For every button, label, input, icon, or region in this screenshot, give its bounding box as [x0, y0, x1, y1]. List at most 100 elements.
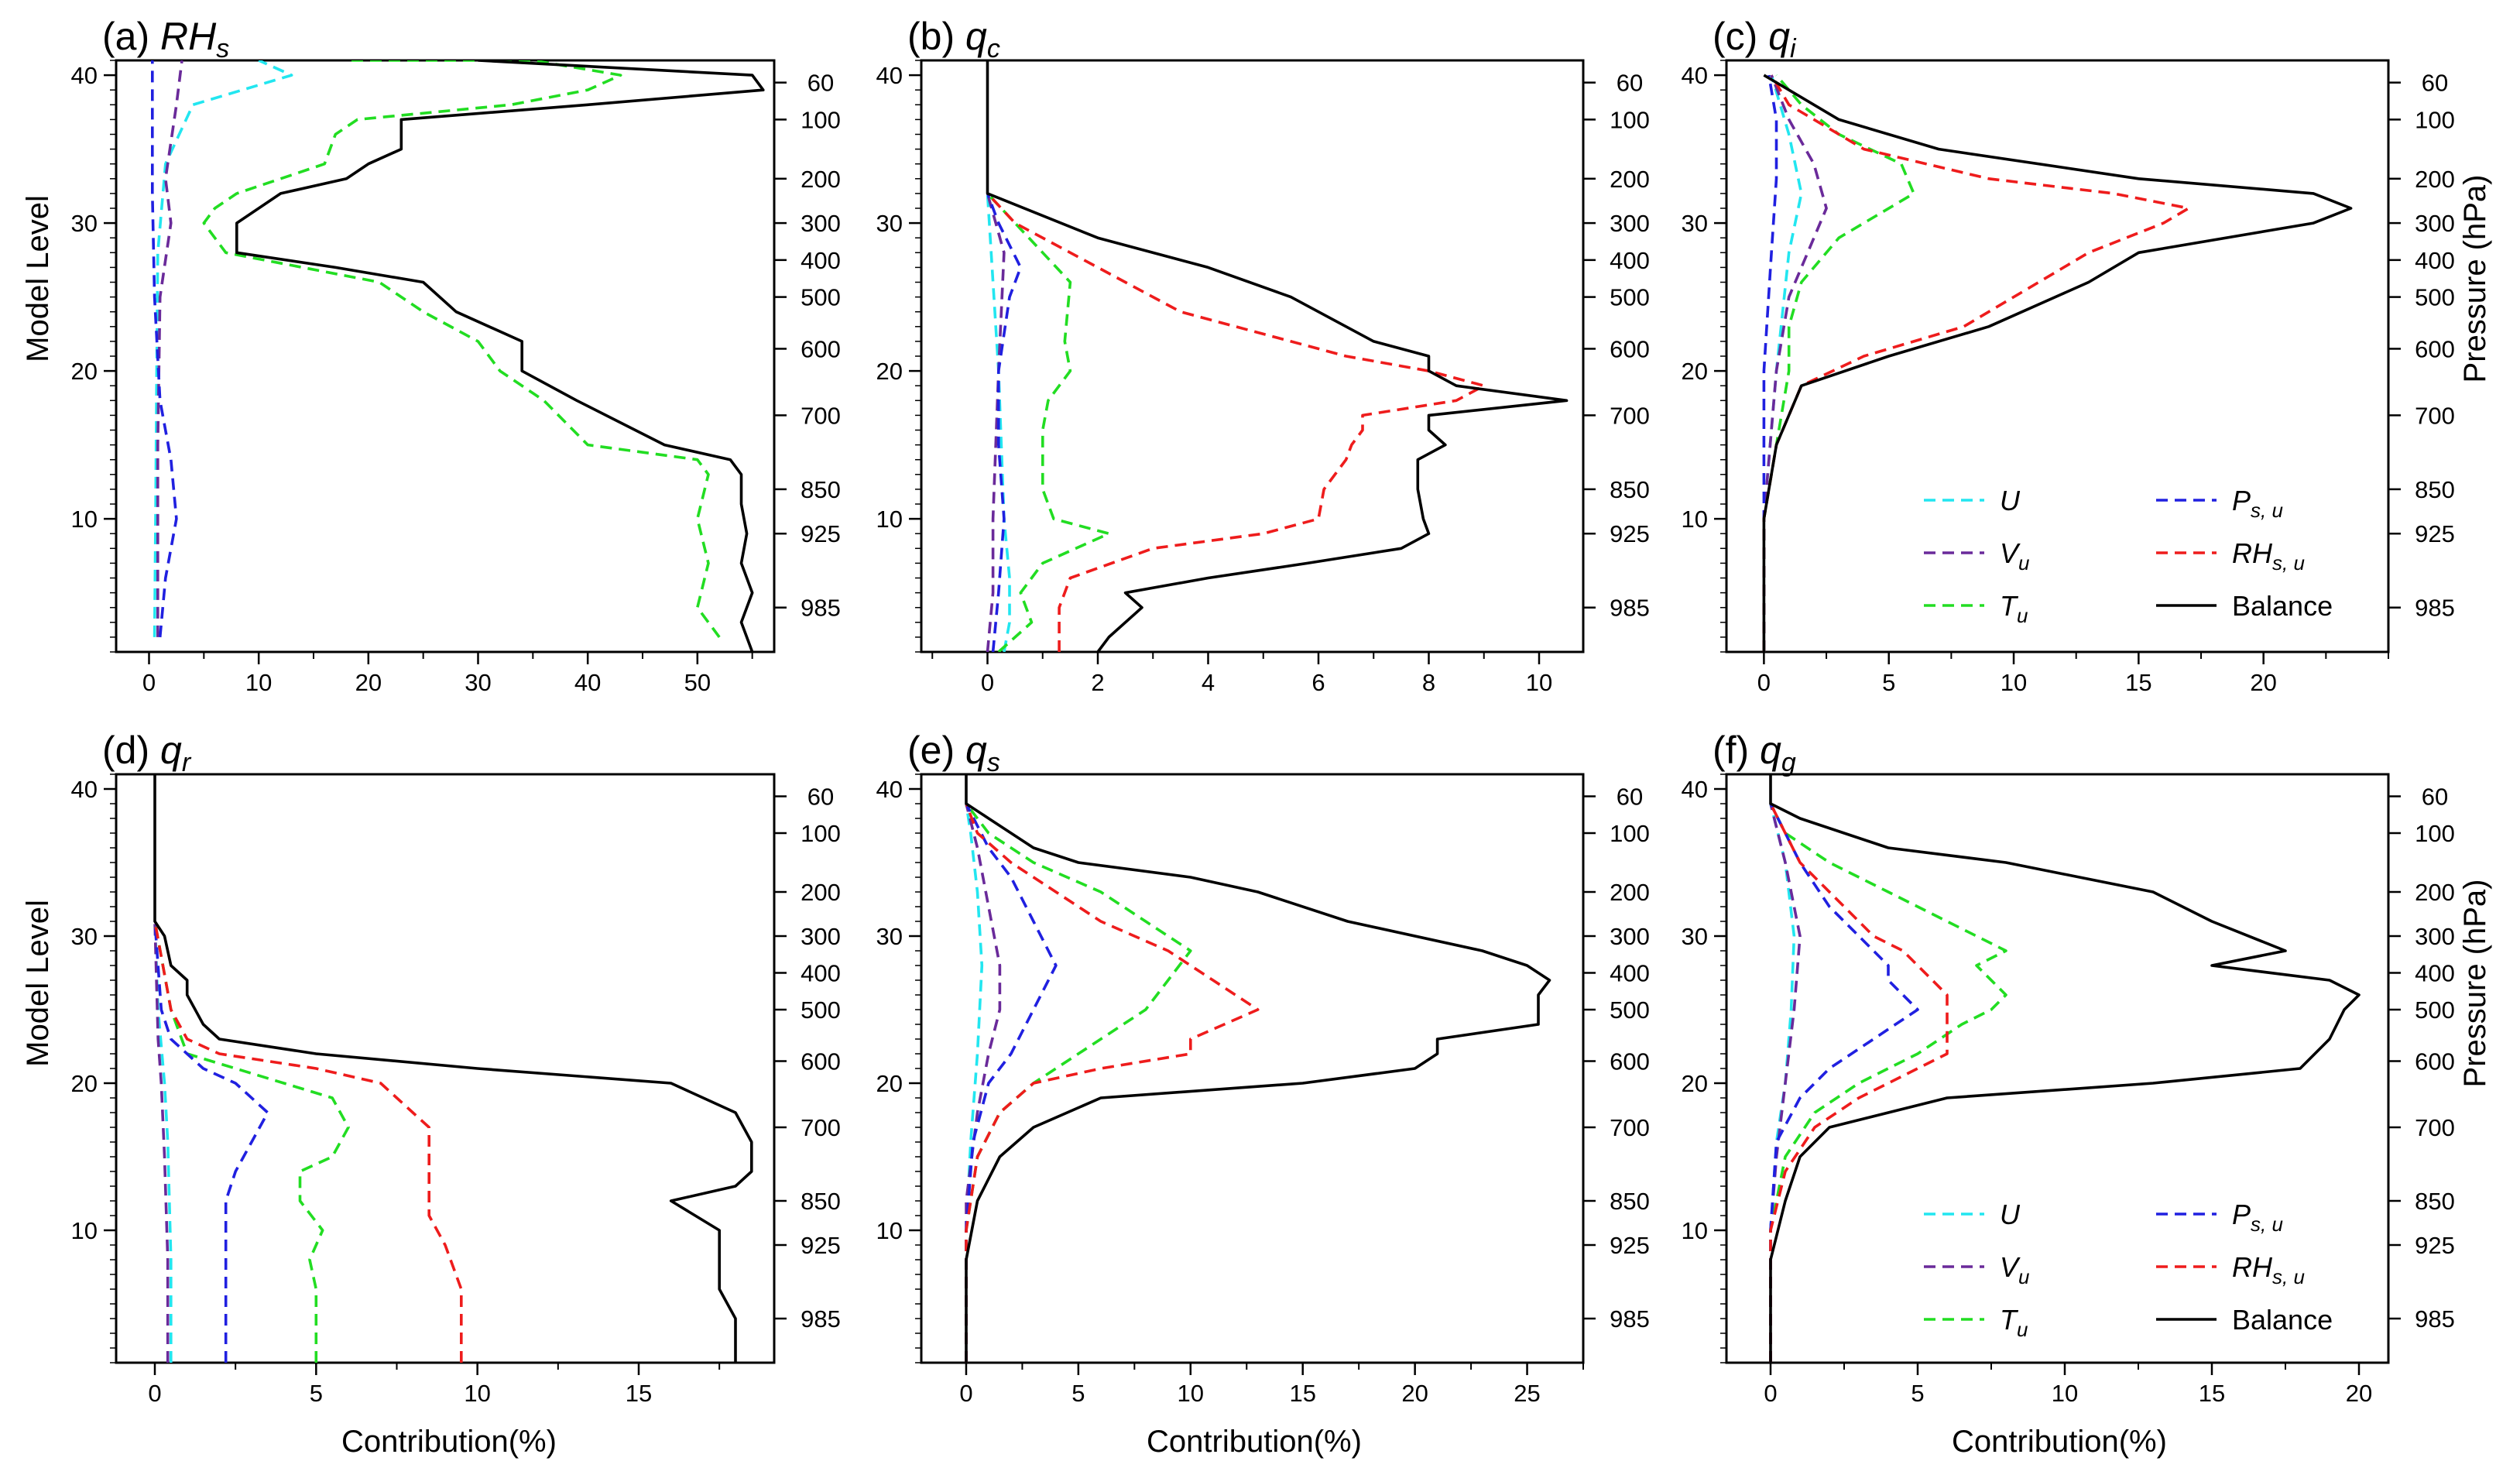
- legend-item: RHs, u: [2156, 537, 2305, 575]
- pressure-tick-label: 300: [1610, 923, 1650, 950]
- pressure-tick-label: 300: [1610, 210, 1650, 237]
- plot-frame: [115, 59, 776, 653]
- x-tick-label: 6: [1311, 669, 1325, 696]
- legend-item: Ps, u: [2156, 1199, 2283, 1236]
- legend-label: Balance: [2232, 1304, 2333, 1336]
- pressure-tick-label: 300: [2415, 923, 2455, 950]
- pressure-tick-label: 985: [801, 1305, 841, 1333]
- model-level-tick-label: 10: [876, 1217, 903, 1244]
- x-tick-label: 20: [1401, 1380, 1428, 1407]
- pressure-tick-label: 100: [1610, 106, 1650, 133]
- pressure-tick-label: 60: [2422, 784, 2448, 811]
- pressure-tick-label: 500: [801, 284, 841, 311]
- model-level-tick-label: 10: [71, 1217, 98, 1244]
- pressure-tick-label: 300: [2415, 210, 2455, 237]
- series-line-t-u: [153, 921, 350, 1363]
- series-line-p-s-u: [986, 193, 1023, 652]
- legend-item: Balance: [2156, 1304, 2333, 1336]
- x-tick-label: 15: [2125, 669, 2151, 696]
- pressure-tick-label: 400: [2415, 247, 2455, 274]
- x-tick-label: 5: [310, 1380, 323, 1407]
- legend-label: Balance: [2232, 590, 2333, 622]
- pressure-tick-label: 100: [2415, 106, 2455, 133]
- series-line-p-s-u: [1762, 74, 1778, 652]
- legend-item: RHs, u: [2156, 1251, 2305, 1288]
- legend-label: U: [2000, 1199, 2021, 1230]
- series-line-v-u: [156, 60, 183, 637]
- pressure-tick-label: 200: [1610, 879, 1650, 906]
- model-level-tick-label: 20: [71, 358, 98, 385]
- model-level-tick-label: 40: [71, 776, 98, 803]
- panel-a: 0 10 20 30 40 50 10 20 30 40 60 100 200 300 400 500 600 7…: [71, 15, 841, 696]
- model-level-tick-label: 10: [71, 506, 98, 533]
- legend-label: Tu: [2000, 1304, 2028, 1341]
- series-line-u: [1762, 74, 1803, 652]
- pressure-tick-label: 300: [801, 210, 841, 237]
- model-level-tick-label: 30: [71, 210, 98, 237]
- pressure-tick-label: 700: [1610, 1114, 1650, 1141]
- panel-title: (b) qc: [907, 15, 1000, 63]
- legend-item: U: [1924, 485, 2021, 516]
- model-level-tick-label: 40: [876, 776, 903, 803]
- pressure-tick-label: 400: [801, 960, 841, 987]
- x-tick-label: 40: [574, 669, 601, 696]
- pressure-tick-label: 300: [801, 923, 841, 950]
- model-level-tick-label: 20: [1682, 1070, 1708, 1097]
- model-level-tick-label: 30: [1682, 210, 1708, 237]
- legend-label: Tu: [2000, 590, 2028, 627]
- legend-item: U: [1924, 1199, 2021, 1230]
- model-level-tick-label: 40: [1682, 62, 1708, 89]
- model-level-tick-label: 20: [1682, 358, 1708, 385]
- pressure-tick-label: 100: [2415, 820, 2455, 847]
- series-line-v-u: [1769, 803, 1802, 1363]
- x-tick-label: 0: [142, 669, 156, 696]
- series-line-u: [965, 803, 984, 1363]
- pressure-tick-label: 600: [2415, 1048, 2455, 1075]
- series-line-rh-s-u: [965, 803, 1260, 1363]
- x-tick-label: 4: [1202, 669, 1215, 696]
- x-tick-label: 10: [245, 669, 272, 696]
- series-line-v-u: [1762, 74, 1828, 652]
- series-line-t-u: [965, 802, 1192, 1363]
- left-ylabel-top: Model Level: [21, 195, 55, 362]
- panel-title: (a) RHs: [102, 15, 229, 63]
- x-tick-label: 25: [1514, 1380, 1540, 1407]
- series-line-u: [1769, 803, 1796, 1363]
- left-ylabel-bottom: Model Level: [21, 900, 55, 1067]
- pressure-tick-label: 925: [801, 520, 841, 547]
- pressure-tick-label: 925: [2415, 520, 2455, 547]
- legend-label: U: [2000, 485, 2021, 516]
- pressure-tick-label: 400: [1610, 960, 1650, 987]
- pressure-tick-label: 500: [2415, 996, 2455, 1024]
- panel-title: (d) qr: [102, 729, 192, 777]
- pressure-tick-label: 500: [1610, 284, 1650, 311]
- model-level-tick-label: 10: [1682, 1217, 1708, 1244]
- x-tick-label: 20: [2250, 669, 2276, 696]
- legend-item: Tu: [1924, 590, 2028, 627]
- series-line-balance: [965, 774, 1551, 1363]
- x-tick-label: 10: [464, 1380, 490, 1407]
- legend-item: Balance: [2156, 590, 2333, 622]
- panel-f: 0 5 10 15 20 10 20 30 40 60 100 200 300 400 500 600 700 8…: [1682, 729, 2455, 1407]
- panel-e: 0 5 10 15 20 25 10 20 30 40 60 100 200 300 400 500 600 70…: [876, 729, 1650, 1407]
- model-level-tick-label: 20: [71, 1070, 98, 1097]
- series-line-v-u: [153, 921, 170, 1363]
- pressure-tick-label: 200: [2415, 166, 2455, 193]
- x-tick-label: 5: [1071, 1380, 1085, 1407]
- pressure-tick-label: 850: [2415, 1188, 2455, 1215]
- series-line-p-s-u: [965, 803, 1058, 1363]
- pressure-tick-label: 600: [801, 1048, 841, 1075]
- model-level-tick-label: 30: [71, 923, 98, 950]
- x-tick-label: 15: [2199, 1380, 2225, 1407]
- model-level-tick-label: 10: [1682, 506, 1708, 533]
- legend: U Vu Tu Ps, u RHs, u Balance: [1924, 1199, 2333, 1341]
- panel-d: 0 5 10 15 10 20 30 40 60 100 200 300 400 500 600 700 850…: [71, 729, 841, 1407]
- model-level-tick-label: 20: [876, 1070, 903, 1097]
- pressure-tick-label: 985: [1610, 595, 1650, 622]
- model-level-tick-label: 20: [876, 358, 903, 385]
- pressure-tick-label: 850: [1610, 1188, 1650, 1215]
- pressure-tick-label: 500: [1610, 996, 1650, 1024]
- pressure-tick-label: 700: [801, 402, 841, 429]
- panel-title: (f) qg: [1713, 729, 1796, 777]
